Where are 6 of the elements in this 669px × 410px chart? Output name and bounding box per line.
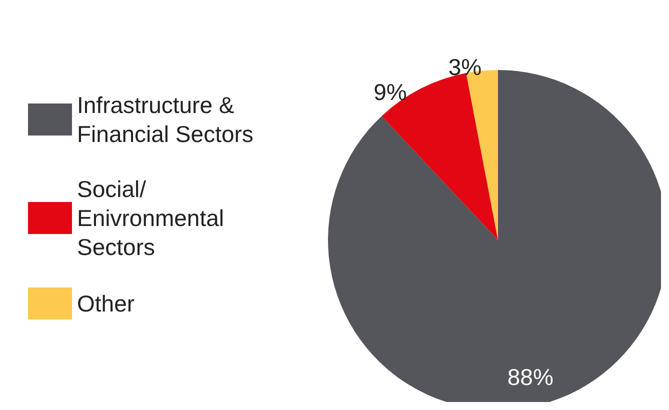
data-label: 9% [374,78,407,105]
legend-label: Other [77,290,135,316]
legend-label: Infrastructure & Financial Sectors [77,92,254,147]
data-label: 88% [507,364,554,390]
data-label: 3% [448,54,482,80]
legend-label: Social/ Enivronmental Sectors [77,176,230,260]
